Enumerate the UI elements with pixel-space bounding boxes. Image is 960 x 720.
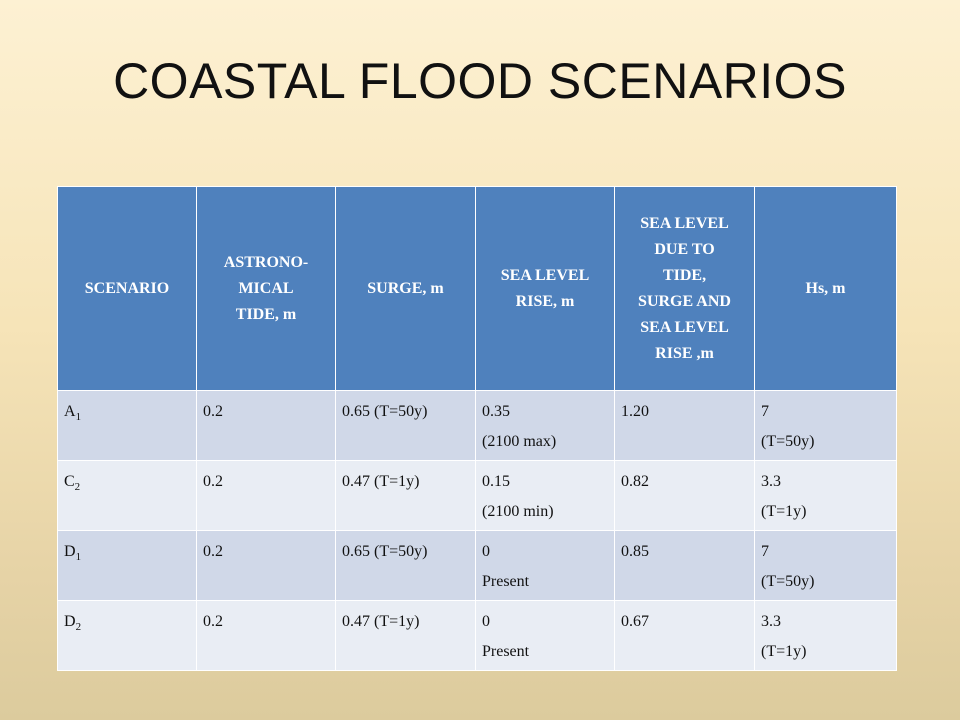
cell-hs: 7 (T=50y)	[754, 390, 897, 461]
header-surge: SURGE, m	[335, 186, 476, 391]
table-row: A1 0.2 0.65 (T=50y) 0.35 (2100 max) 1.20…	[57, 390, 897, 461]
header-astronomical-tide: ASTRONO- MICAL TIDE, m	[196, 186, 336, 391]
header-line: SEA LEVEL	[640, 214, 729, 232]
cell-hs: 3.3 (T=1y)	[754, 460, 897, 531]
header-hs: Hs, m	[754, 186, 897, 391]
scenario-letter: D	[64, 613, 76, 630]
table-row: D1 0.2 0.65 (T=50y) 0 Present 0.85 7 (T=…	[57, 530, 897, 601]
header-scenario: SCENARIO	[57, 186, 197, 391]
surge-value: 0.47 (T=1y)	[342, 473, 420, 490]
cell-scenario: C2	[57, 460, 197, 531]
cell-hs: 7 (T=50y)	[754, 530, 897, 601]
cell-total: 0.85	[614, 530, 755, 601]
slr-value: 0.15	[482, 473, 510, 490]
header-line: TIDE, m	[235, 305, 297, 323]
table-row: C2 0.2 0.47 (T=1y) 0.15 (2100 min) 0.82 …	[57, 460, 897, 531]
total-value: 1.20	[621, 403, 649, 420]
table-row: D2 0.2 0.47 (T=1y) 0 Present 0.67 3.3 (T…	[57, 600, 897, 671]
cell-tide: 0.2	[196, 530, 336, 601]
hs-value: 3.3	[761, 473, 781, 490]
hs-note: (T=1y)	[761, 503, 807, 520]
header-line: TIDE,	[662, 266, 707, 284]
hs-note: (T=50y)	[761, 573, 815, 590]
tide-value: 0.2	[203, 543, 223, 560]
header-sea-level-rise: SEA LEVEL RISE, m	[475, 186, 615, 391]
header-line: SURGE, m	[367, 279, 444, 297]
hs-value: 7	[761, 543, 769, 560]
header-line: RISE ,m	[655, 344, 714, 362]
tide-value: 0.2	[203, 403, 223, 420]
header-line: ASTRONO-	[223, 253, 309, 271]
header-line: Hs, m	[805, 279, 846, 297]
header-line: SURGE AND	[638, 292, 731, 310]
total-value: 0.85	[621, 543, 649, 560]
scenario-table-container: SCENARIO ASTRONO- MICAL TIDE, m SURGE, m…	[57, 186, 897, 671]
hs-note: (T=1y)	[761, 643, 807, 660]
total-value: 0.82	[621, 473, 649, 490]
scenario-letter: C	[64, 473, 75, 490]
cell-total: 1.20	[614, 390, 755, 461]
header-line: RISE, m	[515, 292, 575, 310]
slr-value: 0	[482, 613, 490, 630]
cell-scenario: A1	[57, 390, 197, 461]
scenario-subscript: 1	[75, 551, 82, 564]
header-line: SEA LEVEL	[640, 318, 729, 336]
cell-surge: 0.47 (T=1y)	[335, 600, 476, 671]
hs-value: 3.3	[761, 613, 781, 630]
slr-note: Present	[482, 643, 530, 660]
cell-sea-level-rise: 0 Present	[475, 600, 615, 671]
table-header-row: SCENARIO ASTRONO- MICAL TIDE, m SURGE, m…	[57, 186, 897, 391]
header-line: SCENARIO	[84, 279, 170, 297]
header-line: DUE TO	[654, 240, 715, 258]
hs-note: (T=50y)	[761, 433, 815, 450]
scenario-letter: D	[64, 543, 76, 560]
tide-value: 0.2	[203, 473, 223, 490]
slr-note: Present	[482, 573, 530, 590]
cell-tide: 0.2	[196, 390, 336, 461]
cell-total: 0.82	[614, 460, 755, 531]
cell-hs: 3.3 (T=1y)	[754, 600, 897, 671]
cell-total: 0.67	[614, 600, 755, 671]
cell-tide: 0.2	[196, 600, 336, 671]
total-value: 0.67	[621, 613, 649, 630]
header-total-sea-level: SEA LEVEL DUE TO TIDE, SURGE AND SEA LEV…	[614, 186, 755, 391]
slr-value: 0	[482, 543, 490, 560]
cell-sea-level-rise: 0 Present	[475, 530, 615, 601]
cell-sea-level-rise: 0.15 (2100 min)	[475, 460, 615, 531]
slr-note: (2100 min)	[482, 503, 554, 520]
scenario-subscript: 2	[74, 481, 81, 494]
cell-surge: 0.65 (T=50y)	[335, 530, 476, 601]
cell-surge: 0.65 (T=50y)	[335, 390, 476, 461]
header-line: SEA LEVEL	[500, 266, 590, 284]
scenario-table: SCENARIO ASTRONO- MICAL TIDE, m SURGE, m…	[57, 186, 897, 671]
cell-scenario: D2	[57, 600, 197, 671]
slr-value: 0.35	[482, 403, 510, 420]
surge-value: 0.65 (T=50y)	[342, 543, 428, 560]
cell-surge: 0.47 (T=1y)	[335, 460, 476, 531]
cell-tide: 0.2	[196, 460, 336, 531]
scenario-subscript: 1	[75, 411, 82, 424]
slr-note: (2100 max)	[482, 433, 557, 450]
surge-value: 0.47 (T=1y)	[342, 613, 420, 630]
slide-title: COASTAL FLOOD SCENARIOS	[113, 53, 847, 109]
cell-sea-level-rise: 0.35 (2100 max)	[475, 390, 615, 461]
cell-scenario: D1	[57, 530, 197, 601]
header-line: MICAL	[238, 279, 294, 297]
tide-value: 0.2	[203, 613, 223, 630]
hs-value: 7	[761, 403, 769, 420]
surge-value: 0.65 (T=50y)	[342, 403, 428, 420]
scenario-letter: A	[64, 403, 76, 420]
scenario-subscript: 2	[75, 621, 82, 634]
